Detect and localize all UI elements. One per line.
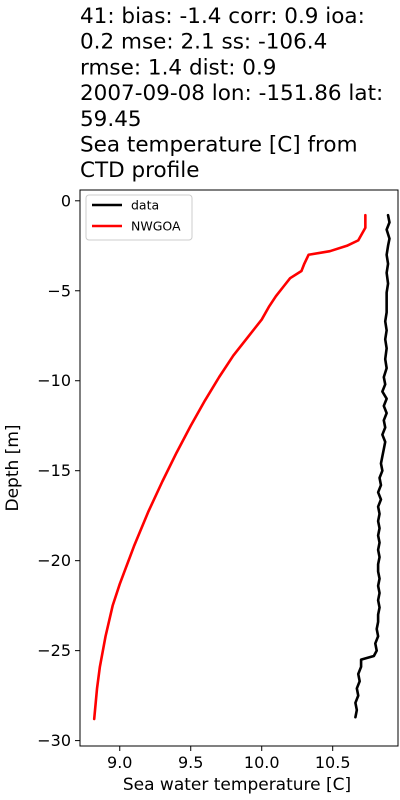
y-tick-label: −25 [37,641,71,660]
title-line: CTD profile [80,158,199,183]
title-line: rmse: 1.4 dist: 0.9 [80,55,276,80]
title-line: 2007-09-08 lon: -151.86 lat: [80,81,383,106]
y-axis-label: Depth [m] [3,424,23,511]
title-line: 0.2 mse: 2.1 ss: -106.4 [80,30,327,55]
y-tick-label: −15 [37,461,71,480]
x-axis: 9.0 9.5 10.0 10.5 [107,746,351,772]
y-tick-label: −10 [37,371,71,390]
y-axis: 0 −5 −10 −15 −20 −25 −30 [37,191,80,750]
title-line: 41: bias: -1.4 corr: 0.9 ioa: [80,4,365,29]
plot-frame [79,189,399,747]
series-line-data [354,213,391,719]
x-tick-label: 10.5 [315,753,351,772]
x-axis-label: Sea water temperature [C] [123,775,351,795]
y-tick-label: −30 [37,731,71,750]
legend-label: data [131,198,159,213]
y-tick-label: −5 [47,281,71,300]
chart-title: 41: bias: -1.4 corr: 0.9 ioa:0.2 mse: 2.… [80,4,383,183]
x-tick-label: 9.0 [107,753,132,772]
title-line: Sea temperature [C] from [80,133,358,158]
x-tick-label: 10.0 [244,753,280,772]
y-tick-label: 0 [61,191,71,210]
legend: data NWGOA [85,194,193,241]
series-line-nwgoa [92,213,367,721]
plot-lines [92,213,391,721]
x-tick-label: 9.5 [178,753,203,772]
legend-label: NWGOA [131,219,181,234]
y-tick-label: −20 [37,551,71,570]
title-line: 59.45 [80,107,142,132]
